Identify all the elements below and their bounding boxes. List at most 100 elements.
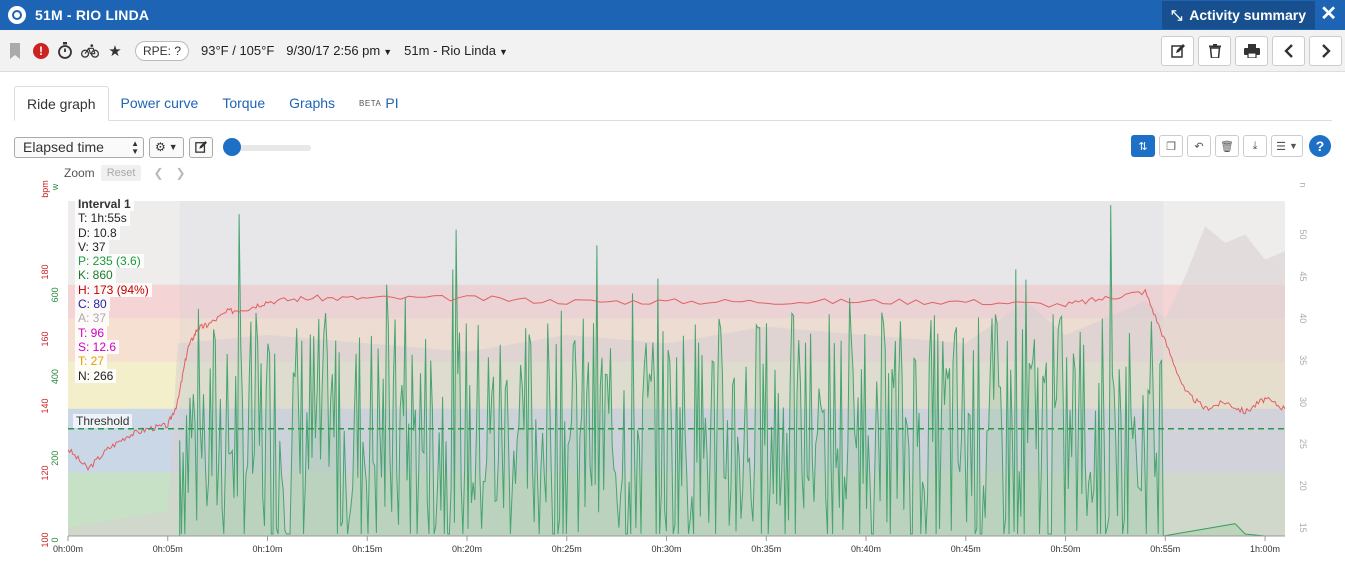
activity-name-dropdown[interactable]: 51m - Rio Linda ▼ [404, 43, 508, 58]
speed-tick-label: 20 [1298, 481, 1308, 491]
x-tick-label: 0h:55m [1150, 544, 1180, 554]
threshold-label: Threshold [73, 414, 133, 428]
bookmark-icon[interactable] [6, 42, 24, 60]
x-tick-label: 0h:45m [951, 544, 981, 554]
hr-tick-label: 160 [40, 331, 50, 346]
chart-controls: Elapsed time ▲ ▼ ⚙ ▼ [14, 135, 313, 159]
trash-icon[interactable]: 🗑 [1215, 135, 1239, 157]
help-icon[interactable]: ? [1309, 135, 1331, 157]
speed-tick-label: 35 [1298, 355, 1308, 365]
interval-stat: P: 235 (3.6) [75, 254, 144, 269]
interval-stat: H: 173 (94%) [75, 282, 152, 298]
speed-tick-label: 30 [1298, 397, 1308, 407]
list-dropdown-button[interactable]: ☰ ▼ [1271, 135, 1303, 157]
smoothing-slider[interactable] [222, 138, 313, 156]
x-axis-select[interactable]: Elapsed time ▲ ▼ [14, 136, 144, 158]
power-series-line [68, 205, 1285, 537]
gear-icon: ⚙ [155, 140, 166, 154]
zoom-reset-button[interactable]: Reset [100, 165, 142, 181]
speed-unit-label: n [1298, 182, 1308, 187]
x-tick-label: 0h:10m [252, 544, 282, 554]
hr-tick-label: 180 [40, 264, 50, 279]
close-icon[interactable]: ✕ [1320, 3, 1337, 25]
tab-ride-graph[interactable]: Ride graph [14, 86, 109, 121]
x-tick-label: 0h:05m [153, 544, 183, 554]
speed-tick-label: 25 [1298, 439, 1308, 449]
x-axis-select-value: Elapsed time [23, 139, 104, 155]
interval-summary: Interval 1 T: 1h:55s D: 10.8 V: 37 P: 235 (… [75, 197, 152, 383]
slider-track [226, 145, 311, 151]
print-button[interactable] [1235, 36, 1268, 66]
hr-tick-label: 120 [40, 465, 50, 480]
caret-down-icon: ▼ [383, 47, 393, 57]
undo-icon[interactable]: ↶ [1187, 135, 1211, 157]
interval-stat: S: 12.6 [75, 339, 120, 355]
rpe-badge[interactable]: RPE: ? [135, 40, 190, 61]
heart-rate-series-line [67, 288, 1286, 471]
zoom-label: Zoom [64, 166, 95, 180]
star-icon[interactable]: ★ [108, 42, 122, 60]
x-tick-label: 0h:40m [851, 544, 881, 554]
collapse-icon: ⤡ [1171, 6, 1183, 23]
temperature: 93°F / 105°F [201, 43, 275, 58]
x-tick-label: 0h:20m [452, 544, 482, 554]
edit-chart-button[interactable] [188, 136, 213, 158]
previous-button[interactable] [1272, 36, 1305, 66]
zoom-controls: Zoom Reset ❮ ❯ [64, 165, 186, 181]
interval-stat: K: 860 [75, 268, 116, 283]
x-tick-label: 0h:30m [652, 544, 682, 554]
tab-pi[interactable]: BETA PI [347, 86, 411, 120]
speed-tick-label: 45 [1298, 271, 1308, 281]
interval-stat: V: 37 [75, 239, 109, 255]
edit-button[interactable] [1161, 36, 1194, 66]
next-button[interactable] [1309, 36, 1342, 66]
slider-handle[interactable] [222, 138, 241, 156]
x-tick-label: 0h:35m [751, 544, 781, 554]
caret-down-icon: ▼ [498, 47, 508, 57]
power-tick-label: 400 [50, 369, 60, 384]
zoom-forward-icon[interactable]: ❯ [175, 166, 186, 180]
zoom-back-icon[interactable]: ❮ [153, 166, 164, 180]
stopwatch-icon[interactable] [56, 42, 74, 60]
speed-tick-label: 50 [1298, 229, 1308, 239]
interval-stat: C: 80 [75, 297, 110, 312]
view-tabs: Ride graph Power curve Torque Graphs BET… [14, 86, 1332, 121]
sync-icon[interactable]: ⇅ [1131, 135, 1155, 157]
settings-dropdown-button[interactable]: ⚙ ▼ [149, 136, 184, 158]
hr-tick-label: 140 [40, 398, 50, 413]
tab-torque[interactable]: Torque [222, 95, 266, 111]
x-tick-label: 1h:00m [1250, 544, 1280, 554]
copy-icon[interactable]: ❐ [1159, 135, 1183, 157]
activity-summary-button[interactable]: ⤡ Activity summary [1162, 1, 1315, 29]
power-unit-label: w [50, 183, 60, 191]
x-tick-label: 0h:15m [352, 544, 382, 554]
speed-tick-label: 15 [1298, 523, 1308, 533]
activity-toolbar: ! ★ RPE: ? 93°F / 105°F 9/30/17 2:56 pm ▼… [0, 30, 1345, 72]
interval-stat: T: 1h:55s [75, 211, 130, 226]
datetime-value: 9/30/17 2:56 pm [286, 43, 381, 58]
interval-highlight [179, 201, 1164, 536]
datetime-dropdown[interactable]: 9/30/17 2:56 pm ▼ [286, 43, 392, 58]
interval-stat: D: 10.8 [75, 225, 120, 240]
power-tick-label: 600 [50, 287, 60, 302]
interval-title: Interval 1 [75, 197, 134, 212]
power-tick-label: 0 [50, 537, 60, 542]
speed-tick-label: 40 [1298, 313, 1308, 323]
hr-unit-label: bpm [40, 180, 50, 198]
download-icon[interactable]: ⤓ [1243, 135, 1267, 157]
interval-stat: A: 37 [75, 311, 110, 326]
bike-icon[interactable] [81, 42, 99, 60]
activity-name-value: 51m - Rio Linda [404, 43, 496, 58]
ride-graph-chart[interactable]: 0h:00m 0h:05m 0h:10m 0h:15m 0h:20m 0h:25m 0h:3… [0, 170, 1345, 570]
x-tick-label: 0h:00m [53, 544, 83, 554]
activity-summary-label: Activity summary [1189, 7, 1306, 23]
tab-power-curve[interactable]: Power curve [120, 95, 199, 111]
caret-down-icon: ▼ [1288, 141, 1298, 151]
x-tick-label: 0h:25m [552, 544, 582, 554]
window-title: 51M - RIO LINDA [35, 7, 150, 23]
alert-icon[interactable]: ! [33, 42, 49, 59]
tab-graphs[interactable]: Graphs [289, 95, 336, 111]
x-tick-label: 0h:50m [1051, 544, 1081, 554]
delete-button[interactable] [1198, 36, 1231, 66]
interval-stat: N: 266 [75, 368, 117, 383]
